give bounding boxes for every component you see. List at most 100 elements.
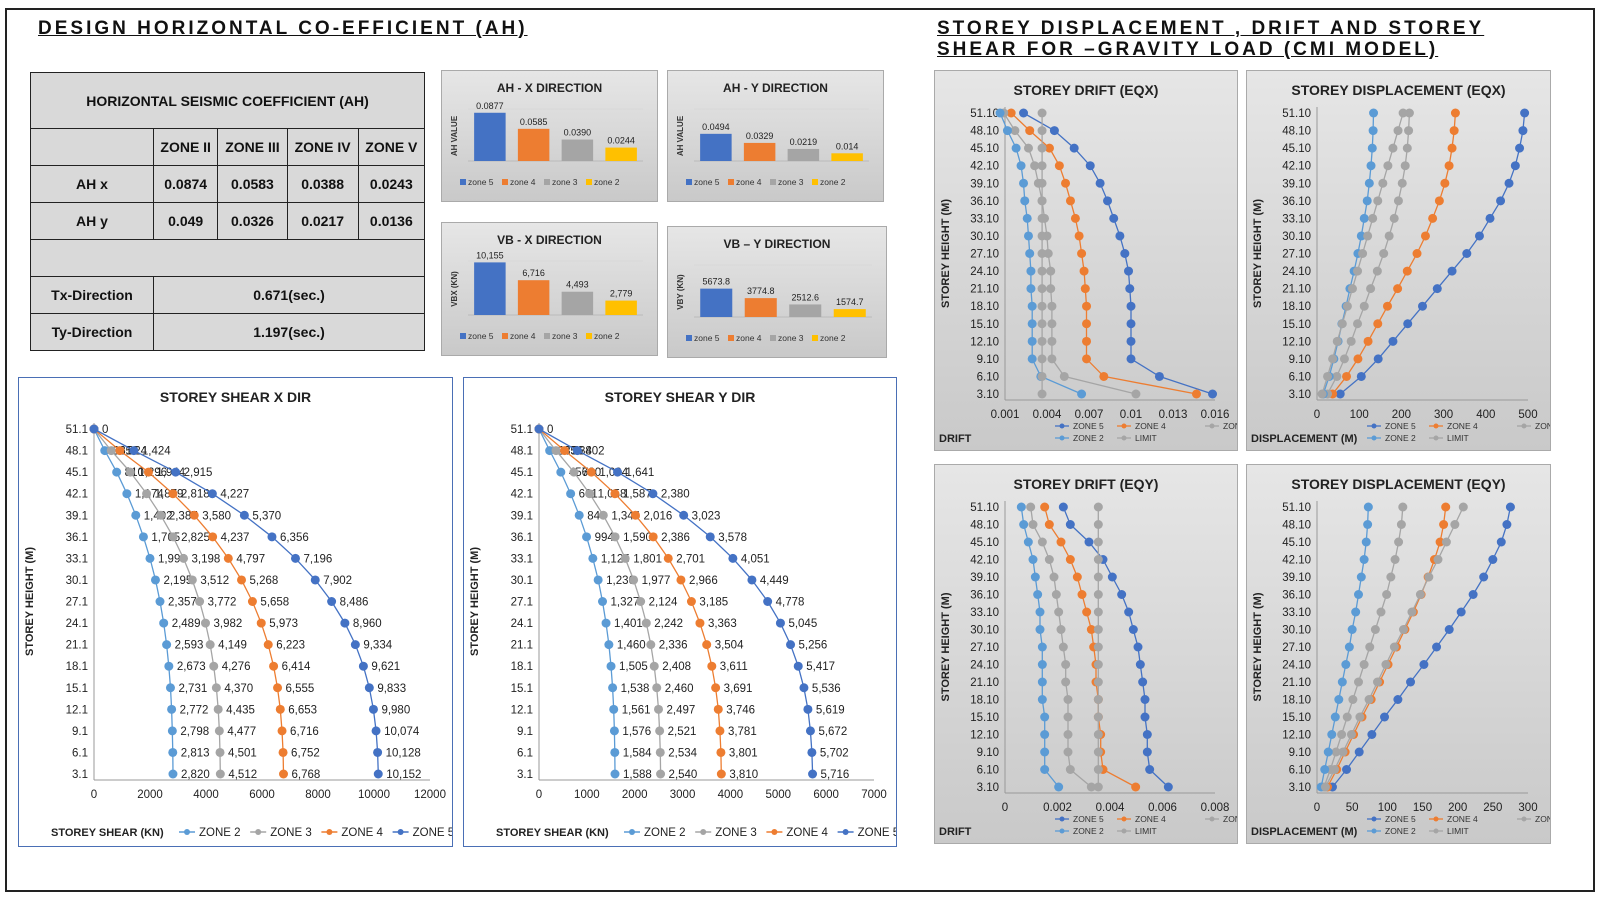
- legend-label: ZONE 2: [1073, 826, 1104, 836]
- data-point: [278, 747, 288, 757]
- data-point: [610, 747, 620, 757]
- y-tick-label: 24.1: [511, 618, 533, 630]
- y-tick-label: 24.10: [970, 266, 999, 278]
- data-label: 7,902: [323, 575, 352, 587]
- data-point: [129, 446, 139, 456]
- data-point: [1435, 537, 1445, 547]
- bar: [700, 133, 732, 161]
- data-point: [1082, 354, 1092, 364]
- data-label: 5,672: [818, 726, 847, 738]
- data-point: [1441, 502, 1451, 512]
- series-line: [1332, 112, 1457, 395]
- data-label: 2,489: [172, 618, 201, 630]
- data-point: [1065, 196, 1075, 206]
- line-chart-svg: STOREY DISPLACEMENT (EQX) STOREY HEIGHT (…: [1251, 82, 1550, 445]
- data-point: [1389, 213, 1399, 223]
- data-label: 3,185: [699, 597, 728, 609]
- y-tick-label: 21.10: [970, 677, 999, 689]
- y-tick-label: 39.10: [1282, 572, 1311, 584]
- y-tick-label: 33.10: [970, 213, 999, 225]
- data-point: [279, 769, 289, 779]
- data-label: 10,074: [384, 726, 420, 738]
- data-point: [213, 704, 223, 714]
- data-point: [1334, 695, 1344, 704]
- data-point: [1439, 520, 1449, 529]
- bar-value-label: 3774.8: [747, 286, 775, 296]
- data-point: [1026, 502, 1036, 512]
- data-label: 6,223: [276, 640, 305, 652]
- legend-swatch: [728, 179, 734, 185]
- data-point: [1080, 284, 1090, 294]
- y-tick-label: 33.1: [511, 553, 533, 565]
- legend-marker: [1121, 423, 1127, 429]
- y-tick-label: 45.10: [1282, 537, 1311, 549]
- data-label: 2,460: [665, 683, 694, 695]
- data-point: [1065, 765, 1075, 774]
- data-point: [1450, 520, 1460, 529]
- y-tick-label: 33.10: [1282, 213, 1311, 225]
- data-point: [368, 704, 378, 714]
- y-tick-label: 51.10: [970, 502, 999, 514]
- data-point: [1086, 782, 1096, 792]
- data-point: [263, 640, 273, 650]
- legend-swatch: [544, 333, 550, 339]
- data-label: 4,051: [741, 553, 770, 565]
- x-tick-label: 3000: [670, 789, 696, 801]
- data-label: 5,417: [806, 661, 835, 673]
- legend-label: ZONE 5: [858, 827, 896, 839]
- data-point: [1023, 143, 1033, 153]
- x-tick-label: 300: [1434, 409, 1453, 421]
- data-point: [1056, 537, 1066, 547]
- y-tick-label: 3.1: [517, 769, 533, 781]
- data-label: 4,435: [226, 704, 255, 716]
- data-point: [1099, 371, 1109, 381]
- x-tick-label: 4000: [193, 789, 219, 801]
- data-point: [560, 446, 570, 456]
- chart-title: STOREY DRIFT (EQY): [1014, 476, 1159, 492]
- y-tick-label: 6.10: [977, 765, 999, 777]
- data-point: [705, 532, 715, 542]
- legend-label: zone 4: [736, 333, 762, 343]
- y-axis-label: AH VALUE: [676, 115, 685, 156]
- data-point: [168, 532, 178, 542]
- y-tick-label: 6.1: [72, 747, 88, 759]
- data-point: [1037, 249, 1047, 258]
- data-point: [1382, 301, 1392, 311]
- data-point: [1049, 572, 1059, 582]
- chart-title: STOREY SHEAR X DIR: [160, 389, 311, 405]
- data-point: [702, 640, 712, 650]
- data-label: 4,778: [776, 597, 805, 609]
- data-point: [1388, 336, 1398, 346]
- bar: [700, 288, 733, 317]
- x-tick-label: 4000: [718, 789, 744, 801]
- data-point: [1382, 590, 1392, 599]
- data-point: [620, 553, 630, 563]
- data-point: [747, 575, 757, 585]
- data-label: 1,641: [626, 467, 655, 479]
- data-point: [1400, 161, 1410, 171]
- ah-cell: 0.0326: [217, 202, 288, 240]
- chart-disp-eqx: STOREY DISPLACEMENT (EQX) STOREY HEIGHT (…: [1246, 70, 1551, 451]
- legend-label: ZONE 2: [1073, 433, 1104, 443]
- data-point: [807, 747, 817, 757]
- series-line: [1326, 112, 1411, 395]
- data-point: [1331, 747, 1341, 757]
- data-point: [145, 553, 155, 563]
- data-point: [1323, 371, 1333, 381]
- data-point: [1126, 319, 1136, 329]
- data-point: [1082, 607, 1092, 617]
- data-point: [1040, 747, 1050, 757]
- data-point: [1344, 642, 1354, 652]
- data-point: [598, 597, 608, 606]
- data-label: 2,772: [180, 704, 209, 716]
- data-point: [1037, 642, 1047, 652]
- data-label: 4,797: [236, 553, 265, 565]
- x-axis-label: DISPLACEMENT (M): [1251, 826, 1358, 838]
- data-point: [707, 661, 717, 671]
- legend-label: LIMIT: [1135, 433, 1157, 443]
- y-tick-label: 36.10: [970, 196, 999, 208]
- bar: [517, 128, 550, 161]
- data-label: 6,414: [282, 661, 311, 673]
- y-tick-label: 39.1: [511, 510, 533, 522]
- y-tick-label: 6.10: [1289, 765, 1311, 777]
